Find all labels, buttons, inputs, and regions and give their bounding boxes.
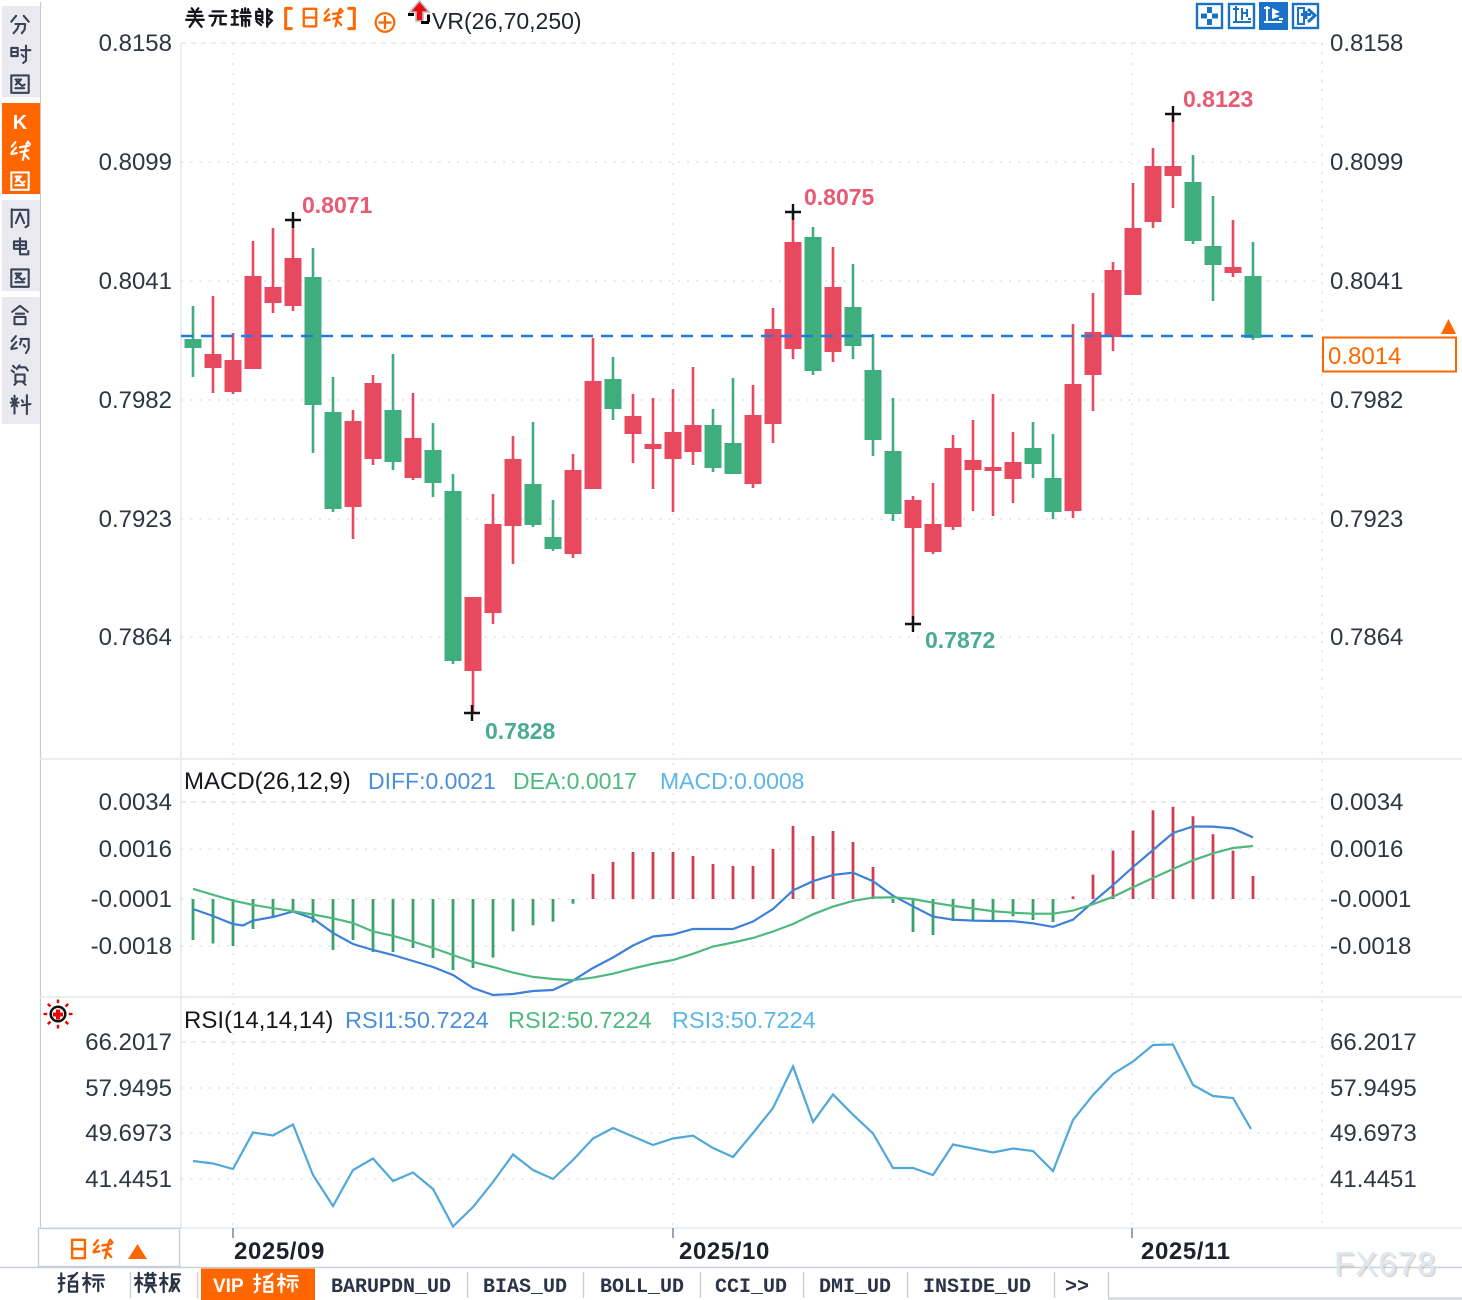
svg-text:0.0016: 0.0016 bbox=[99, 836, 172, 863]
svg-text:FX678: FX678 bbox=[1334, 1245, 1436, 1282]
svg-text:0.8041: 0.8041 bbox=[99, 268, 172, 295]
svg-text:MACD(26,12,9): MACD(26,12,9) bbox=[184, 768, 351, 795]
svg-text:49.6973: 49.6973 bbox=[1330, 1120, 1417, 1147]
svg-text:0.0016: 0.0016 bbox=[1330, 836, 1403, 863]
svg-text:41.4451: 41.4451 bbox=[1330, 1166, 1417, 1193]
svg-text:FX678: FX678 bbox=[1336, 1247, 1438, 1284]
svg-text:57.9495: 57.9495 bbox=[85, 1075, 172, 1102]
svg-text:41.4451: 41.4451 bbox=[85, 1166, 172, 1193]
svg-text:0.7864: 0.7864 bbox=[1330, 624, 1403, 651]
svg-text:0.8041: 0.8041 bbox=[1330, 268, 1403, 295]
svg-text:0.7864: 0.7864 bbox=[99, 624, 172, 651]
svg-text:0.8123: 0.8123 bbox=[1183, 86, 1253, 112]
svg-text:DMI_UD: DMI_UD bbox=[819, 1276, 891, 1299]
svg-text:0.7828: 0.7828 bbox=[485, 718, 556, 744]
svg-text:0.8075: 0.8075 bbox=[804, 184, 875, 210]
svg-text:CCI_UD: CCI_UD bbox=[715, 1276, 787, 1299]
svg-text:66.2017: 66.2017 bbox=[1330, 1029, 1417, 1056]
svg-text:0.8158: 0.8158 bbox=[99, 30, 172, 57]
svg-text:DEA:0.0017: DEA:0.0017 bbox=[513, 768, 637, 794]
svg-text:BOLL_UD: BOLL_UD bbox=[600, 1276, 684, 1299]
svg-text:0.7872: 0.7872 bbox=[925, 627, 995, 653]
svg-text:0.8071: 0.8071 bbox=[302, 192, 373, 218]
svg-text:>>: >> bbox=[1065, 1276, 1089, 1299]
svg-text:2025/11: 2025/11 bbox=[1141, 1238, 1231, 1265]
svg-text:MACD:0.0008: MACD:0.0008 bbox=[660, 768, 804, 794]
svg-text:66.2017: 66.2017 bbox=[85, 1029, 172, 1056]
svg-text:0.8014: 0.8014 bbox=[1328, 343, 1401, 370]
svg-text:0.8099: 0.8099 bbox=[1330, 149, 1403, 176]
svg-text:0.7982: 0.7982 bbox=[1330, 387, 1403, 414]
svg-text:0.0034: 0.0034 bbox=[99, 789, 172, 816]
svg-text:INSIDE_UD: INSIDE_UD bbox=[923, 1276, 1031, 1299]
svg-text:2025/09: 2025/09 bbox=[234, 1238, 325, 1265]
svg-text:0.8158: 0.8158 bbox=[1330, 30, 1403, 57]
svg-text:49.6973: 49.6973 bbox=[85, 1120, 172, 1147]
svg-text:0.7923: 0.7923 bbox=[99, 506, 172, 533]
svg-text:VIP: VIP bbox=[213, 1276, 244, 1297]
svg-text:VR(26,70,250): VR(26,70,250) bbox=[432, 8, 582, 34]
svg-text:BIAS_UD: BIAS_UD bbox=[483, 1276, 567, 1299]
svg-text:2025/10: 2025/10 bbox=[679, 1238, 770, 1265]
svg-text:K: K bbox=[13, 112, 28, 134]
svg-text:DIFF:0.0021: DIFF:0.0021 bbox=[368, 768, 496, 794]
svg-text:-0.0018: -0.0018 bbox=[91, 933, 172, 960]
svg-text:-0.0018: -0.0018 bbox=[1330, 933, 1411, 960]
svg-text:0.8099: 0.8099 bbox=[99, 149, 172, 176]
svg-text:BARUPDN_UD: BARUPDN_UD bbox=[331, 1276, 451, 1299]
svg-text:RSI3:50.7224: RSI3:50.7224 bbox=[672, 1007, 816, 1033]
svg-text:0.0034: 0.0034 bbox=[1330, 789, 1403, 816]
svg-text:0.7923: 0.7923 bbox=[1330, 506, 1403, 533]
svg-text:RSI(14,14,14): RSI(14,14,14) bbox=[184, 1007, 333, 1034]
svg-text:0.7982: 0.7982 bbox=[99, 387, 172, 414]
svg-text:-0.0001: -0.0001 bbox=[1330, 886, 1411, 913]
svg-text:RSI1:50.7224: RSI1:50.7224 bbox=[345, 1007, 489, 1033]
svg-text:-0.0001: -0.0001 bbox=[91, 886, 172, 913]
svg-text:57.9495: 57.9495 bbox=[1330, 1075, 1417, 1102]
svg-text:RSI2:50.7224: RSI2:50.7224 bbox=[508, 1007, 652, 1033]
